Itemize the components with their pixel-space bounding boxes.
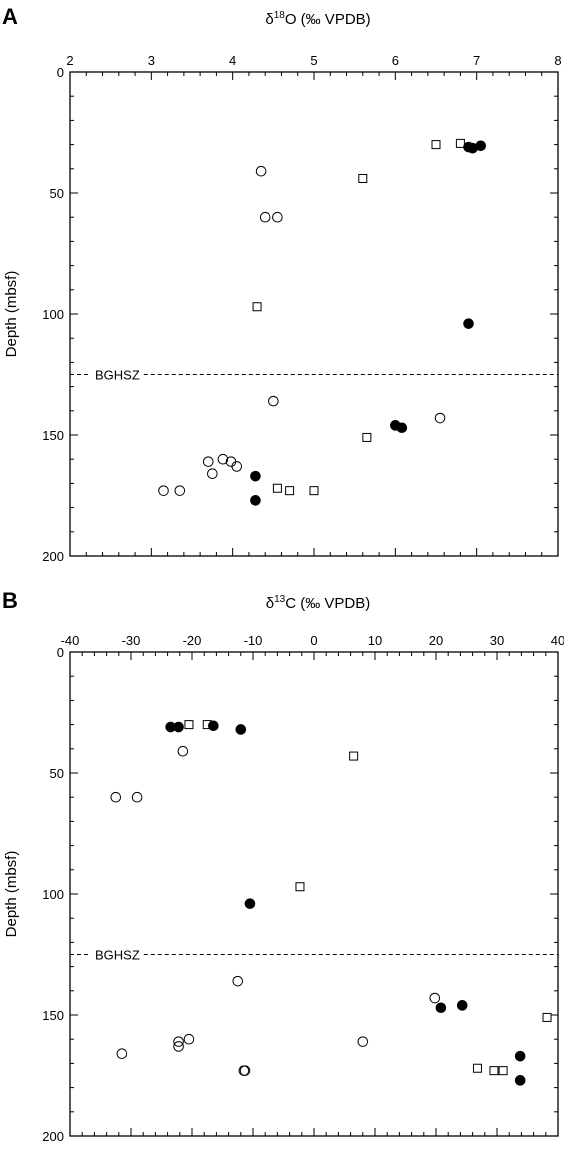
x-tick-label: 40 (551, 633, 564, 648)
bghsz-annotation-a: BGHSZ (70, 368, 558, 383)
data-point-filled-circle (250, 470, 261, 482)
ticks-a (69, 71, 559, 557)
y-tick-label: 50 (50, 186, 64, 201)
data-point-open-circle (272, 211, 283, 223)
panel-letter-b: B (2, 588, 18, 613)
tick-labels-b: -40 -30 -20 -10 0 10 20 30 40 0 50 100 150 200 (42, 633, 564, 1144)
data-point-open-circle (259, 211, 271, 223)
data-point-filled-circle (235, 724, 247, 735)
data-point-open-circle (173, 1036, 184, 1047)
x-tick-label: -30 (122, 633, 141, 648)
x-axis-title-a: δ18O (‰ VPDB) (265, 10, 370, 28)
data-point-open-circle (239, 1065, 251, 1076)
data-point-open-square (542, 1012, 552, 1022)
data-point-open-circle (207, 468, 218, 480)
data-point-filled-circle (396, 422, 408, 434)
data-point-open-square (498, 1066, 508, 1076)
data-point-filled-circle (173, 721, 184, 733)
x-tick-label: -20 (183, 633, 202, 648)
data-point-open-circle (110, 791, 122, 803)
x-tick-label: 10 (368, 633, 382, 648)
x-tick-label: 0 (310, 633, 317, 648)
y-tick-label: 200 (42, 1129, 64, 1144)
data-point-open-square (295, 882, 305, 892)
y-tick-label: 200 (42, 549, 64, 564)
data-point-open-circle (158, 485, 169, 496)
x-tick-label: -40 (61, 633, 80, 648)
data-point-open-circle (177, 745, 189, 757)
plot-frame-b (69, 651, 559, 1137)
data-point-open-circle (434, 412, 446, 424)
data-point-open-square (358, 173, 368, 183)
y-tick-label: 0 (57, 65, 64, 80)
data-point-open-square (489, 1066, 499, 1076)
panel-b: B δ13C (‰ VPDB) Depth (mbsf) -40 -30 -20 -1… (2, 588, 564, 1144)
panel-letter-a: A (2, 4, 18, 29)
data-point-open-square (184, 720, 194, 730)
data-point-filled-circle (208, 720, 219, 732)
data-point-open-circle (255, 165, 267, 177)
x-tick-label: 20 (429, 633, 443, 648)
data-point-open-circle (173, 1041, 184, 1052)
data-point-open-square (272, 483, 282, 493)
y-tick-label: 0 (57, 645, 64, 660)
data-point-filled-circle (244, 898, 256, 909)
y-tick-label: 100 (42, 887, 64, 902)
data-point-open-circle (429, 992, 441, 1004)
x-axis-title-b: δ13C (‰ VPDB) (266, 594, 371, 612)
data-point-open-square (455, 138, 465, 148)
data-point-open-circle (174, 485, 186, 496)
data-point-open-circle (131, 791, 143, 803)
x-tick-label: 5 (310, 53, 317, 68)
data-point-filled-circle (250, 495, 261, 506)
x-tick-label: 6 (392, 53, 399, 68)
x-tick-label: 7 (473, 53, 480, 68)
data-point-filled-circle (456, 1000, 468, 1011)
x-tick-label: 8 (554, 53, 561, 68)
data-point-filled-circle (463, 318, 474, 329)
data-point-filled-circle (475, 140, 487, 152)
data-point-open-circle (225, 456, 237, 467)
tick-labels-a: 2 3 4 5 6 7 8 0 50 100 150 200 (42, 53, 561, 564)
x-tick-label: 3 (148, 53, 155, 68)
bghsz-label: BGHSZ (95, 368, 140, 383)
data-point-open-circle (183, 1033, 195, 1045)
panel-a: A δ18O (‰ VPDB) Depth (mbsf) 2 3 4 5 6 7 8 0 50 1… (2, 4, 562, 564)
data-point-open-circle (217, 453, 229, 465)
data-point-open-circle (232, 975, 244, 987)
data-point-open-square (309, 486, 319, 496)
ticks-b (69, 651, 559, 1137)
data-points-a (158, 138, 487, 506)
data-point-open-circle (231, 461, 243, 472)
bghsz-annotation-b: BGHSZ (70, 948, 558, 963)
data-point-filled-circle (514, 1075, 526, 1086)
data-point-open-square (285, 486, 295, 496)
data-point-open-circle (116, 1048, 128, 1060)
x-tick-label: -10 (244, 633, 263, 648)
y-axis-title-a: Depth (mbsf) (3, 271, 20, 358)
data-point-open-circle (357, 1036, 369, 1047)
x-tick-label: 4 (229, 53, 236, 68)
data-point-filled-circle (435, 1002, 447, 1014)
data-point-open-circle (268, 395, 279, 407)
data-point-open-square (349, 751, 359, 761)
data-point-open-square (431, 140, 441, 150)
data-points-b (110, 720, 552, 1086)
y-tick-label: 150 (42, 1008, 64, 1023)
y-tick-label: 100 (42, 307, 64, 322)
data-point-open-square (472, 1063, 482, 1073)
data-point-open-square (362, 432, 372, 442)
x-tick-label: 30 (490, 633, 504, 648)
bghsz-label: BGHSZ (95, 948, 140, 963)
data-point-open-circle (202, 456, 214, 467)
y-tick-label: 150 (42, 428, 64, 443)
x-tick-label: 2 (66, 53, 73, 68)
data-point-open-square (252, 302, 262, 312)
y-tick-label: 50 (50, 766, 64, 781)
y-axis-title-b: Depth (mbsf) (3, 851, 20, 938)
data-point-filled-circle (514, 1050, 526, 1062)
